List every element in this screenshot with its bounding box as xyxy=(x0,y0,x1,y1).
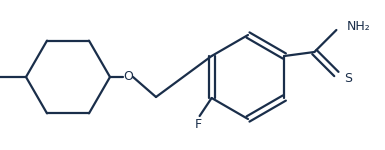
Text: S: S xyxy=(344,72,352,86)
Text: O: O xyxy=(123,70,133,84)
Text: F: F xyxy=(195,118,202,132)
Text: NH₂: NH₂ xyxy=(346,21,370,33)
